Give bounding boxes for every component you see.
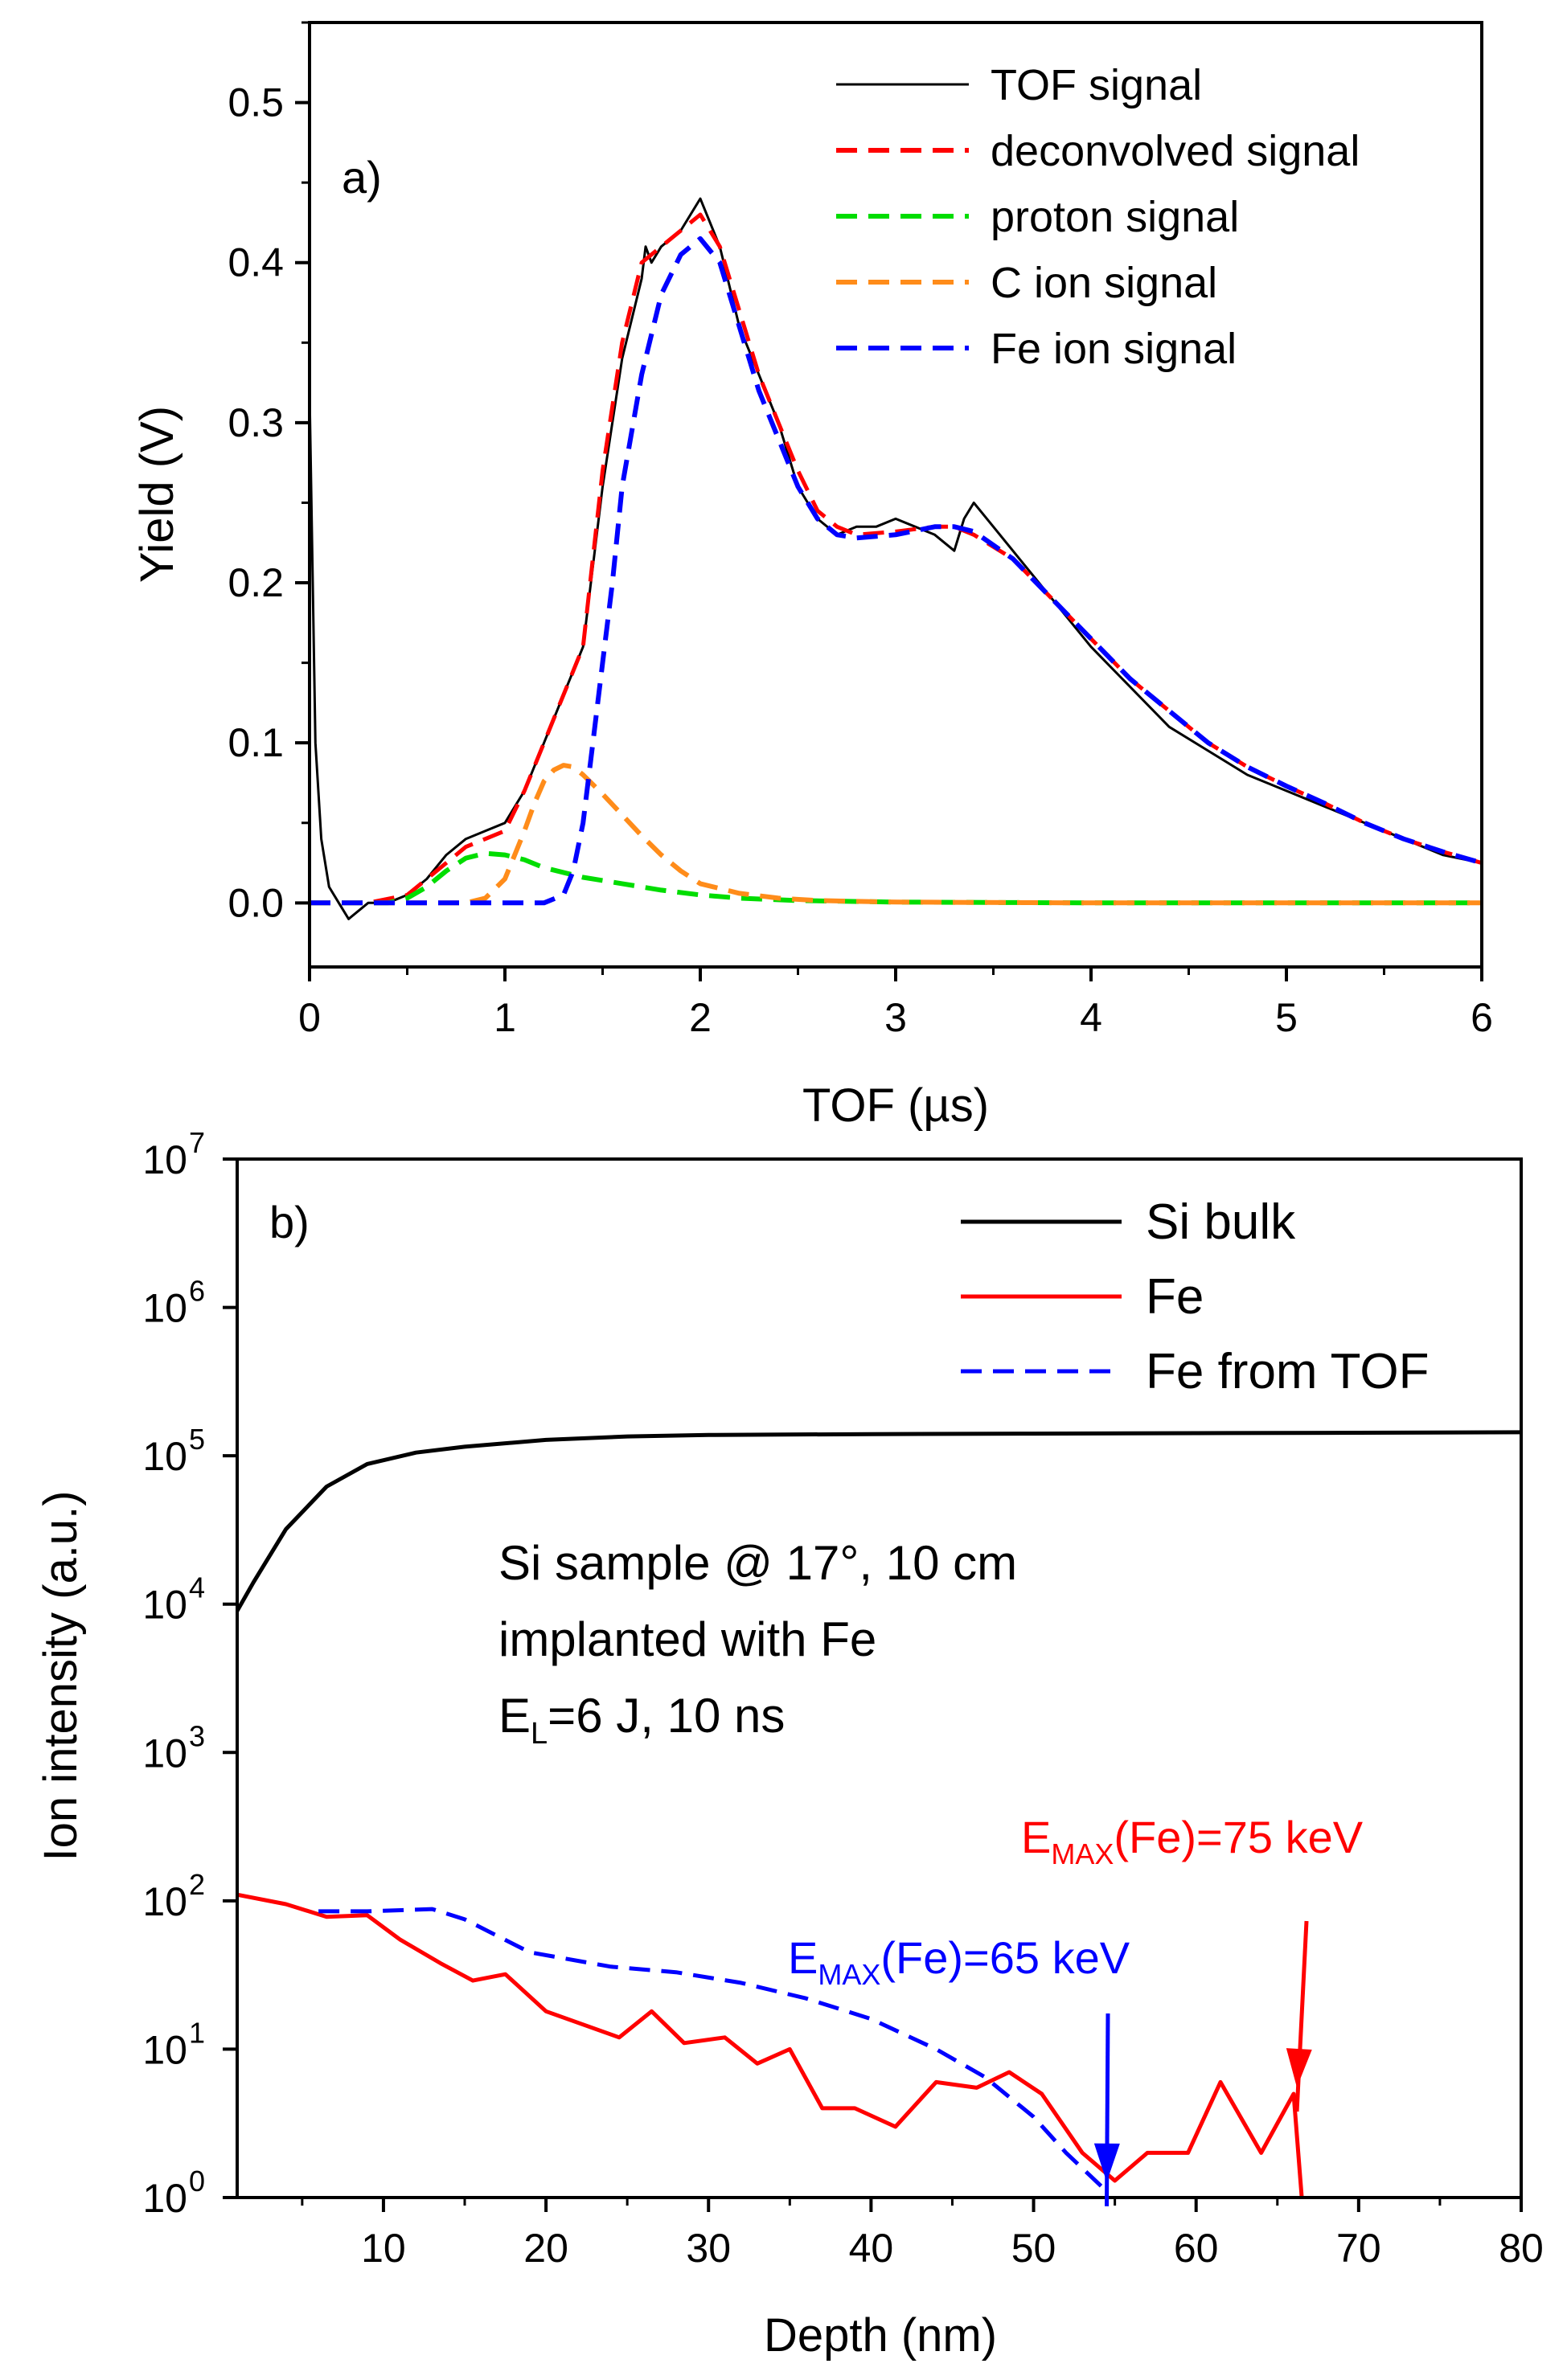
panel-a-legend-label: C ion signal xyxy=(991,259,1217,307)
panel-a-frame xyxy=(308,21,1483,969)
panel-a-series-line xyxy=(308,197,1483,920)
panel-b-arrows xyxy=(1093,1920,1312,2206)
panel-a-series-line xyxy=(310,763,1482,906)
panel-a-legend-label: deconvolved signal xyxy=(991,127,1360,175)
panel-b-x-tick-label: 40 xyxy=(849,2226,894,2271)
panel-b-x-tick-label: 30 xyxy=(686,2226,731,2271)
panel-b-series-line xyxy=(237,1430,1521,1612)
panel-a-x-tick-labels: 0 1 2 3 4 5 6 xyxy=(298,995,1493,1040)
panel-b-y-tick-label: 10 xyxy=(142,1731,187,1776)
panel-b-legend-label: Fe from TOF xyxy=(1146,1344,1430,1399)
panel-b-x-tick-label: 50 xyxy=(1011,2226,1056,2271)
panel-a-legend-label: TOF signal xyxy=(991,61,1202,109)
panel-b-y-axis-title: Ion intensity (a.u.) xyxy=(35,1491,87,1862)
panel-b-y-tick-exponent: 7 xyxy=(189,1126,205,1159)
emax-65-label: EMAX(Fe)=65 keV xyxy=(788,1932,1130,1991)
panel-b-annotation-line2: implanted with Fe xyxy=(498,1612,876,1666)
panel-a-x-tick-label: 0 xyxy=(298,995,321,1040)
panel-a-y-tick-label: 0.3 xyxy=(228,400,284,445)
panel-b-y-tick-exponent: 6 xyxy=(189,1275,205,1308)
panel-a-legend: TOF signal deconvolved signal proton signa… xyxy=(836,61,1360,373)
panel-b-y-tick-exponent: 2 xyxy=(189,1868,205,1901)
panel-a-series xyxy=(308,197,1483,920)
panel-b-frame xyxy=(236,1157,1523,2199)
panel-a-x-tick-label: 3 xyxy=(884,995,907,1040)
panel-b-x-tick-label: 10 xyxy=(361,2226,406,2271)
panel-b-y-tick-label: 10 xyxy=(142,1879,187,1924)
panel-a: 0 1 2 3 4 5 6 0.0 0.1 0.2 0.3 0.4 0.5 TOF (µs) Yiel… xyxy=(131,21,1493,1132)
panel-b-x-axis-title: Depth (nm) xyxy=(764,2309,997,2362)
panel-b-y-tick-label: 10 xyxy=(142,2176,187,2221)
panel-b-x-tick-label: 70 xyxy=(1336,2226,1381,2271)
panel-a-x-tick-label: 2 xyxy=(689,995,712,1040)
panel-a-x-tick-label: 6 xyxy=(1471,995,1493,1040)
panel-b-x-tick-label: 80 xyxy=(1499,2226,1544,2271)
panel-a-y-tick-label: 0.2 xyxy=(228,560,284,605)
panel-b-y-tick-label: 10 xyxy=(142,1583,187,1628)
panel-b-y-tick-exponent: 0 xyxy=(189,2165,205,2198)
emax-75-arrow-head xyxy=(1286,2048,1312,2087)
panel-a-y-tick-label: 0.0 xyxy=(228,880,284,925)
panel-b-y-tick-exponent: 1 xyxy=(189,2016,205,2049)
panel-b-annotation-line3: EL=6 J, 10 ns xyxy=(498,1689,785,1751)
panel-b-legend-label: Si bulk xyxy=(1146,1194,1296,1250)
panel-b-label: b) xyxy=(269,1197,310,1247)
emax-65-arrow-head xyxy=(1093,2143,1120,2182)
panel-a-y-tick-label: 0.1 xyxy=(228,720,284,765)
panel-b-x-tick-label: 60 xyxy=(1174,2226,1219,2271)
panel-a-x-axis-title: TOF (µs) xyxy=(802,1079,989,1132)
panel-b-x-tick-labels: 10 20 30 40 50 60 70 80 xyxy=(361,2226,1544,2271)
panel-a-y-tick-label: 0.5 xyxy=(228,80,284,125)
panel-b-y-tick-label: 10 xyxy=(142,1434,187,1479)
panel-a-x-tick-label: 4 xyxy=(1080,995,1102,1040)
panel-b-series xyxy=(237,1430,1521,2198)
panel-a-y-axis-title: Yield (V) xyxy=(131,406,183,583)
panel-a-x-tick-label: 1 xyxy=(494,995,516,1040)
panel-a-label: a) xyxy=(342,152,382,203)
panel-a-legend-label: Fe ion signal xyxy=(991,325,1237,373)
panel-b-ticks xyxy=(223,1157,1523,2212)
panel-a-x-tick-label: 5 xyxy=(1275,995,1298,1040)
panel-b-legend-label: Fe xyxy=(1146,1269,1204,1325)
panel-b-series-line xyxy=(318,1907,1109,2194)
panel-a-y-tick-label: 0.4 xyxy=(228,240,284,285)
panel-b-y-tick-exponent: 5 xyxy=(189,1423,205,1456)
panel-a-y-tick-labels: 0.0 0.1 0.2 0.3 0.4 0.5 xyxy=(228,80,284,926)
panel-b-y-tick-label: 10 xyxy=(142,1286,187,1331)
panel-b-y-tick-label: 10 xyxy=(142,2027,187,2072)
panel-b-y-tick-exponent: 3 xyxy=(189,1719,205,1752)
emax-75-label: EMAX(Fe)=75 keV xyxy=(1021,1812,1364,1870)
panel-a-series-line xyxy=(310,236,1483,906)
panel-b-y-tick-label: 10 xyxy=(142,1137,187,1182)
panel-b-annotation-line1: Si sample @ 17°, 10 cm xyxy=(498,1536,1017,1590)
panel-a-series-line xyxy=(310,850,1482,906)
panel-b-x-tick-label: 20 xyxy=(523,2226,568,2271)
panel-b-legend: Si bulk Fe Fe from TOF xyxy=(961,1194,1430,1399)
panel-b-y-tick-exponent: 4 xyxy=(189,1571,205,1604)
panel-a-legend-label: proton signal xyxy=(991,193,1239,241)
panel-b-series-line xyxy=(237,1892,1304,2198)
